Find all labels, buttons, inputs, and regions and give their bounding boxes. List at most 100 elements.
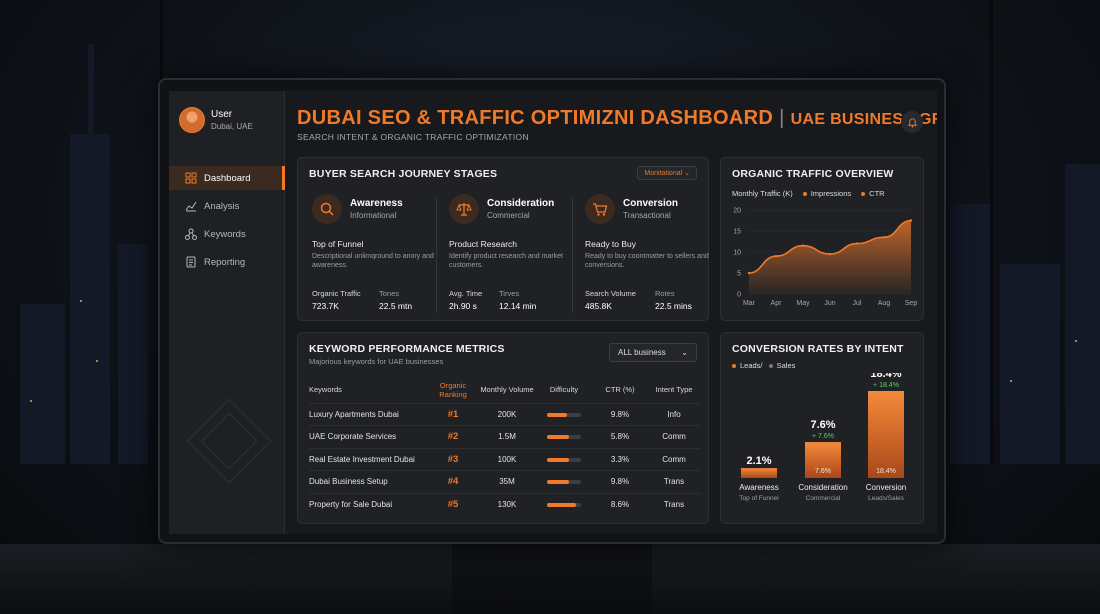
x-tick-label: May xyxy=(796,300,810,307)
stage-name: Conversion xyxy=(623,198,679,209)
keyword-cell: Real Estate Investment Dubai xyxy=(309,447,427,471)
x-tick-label: Aug xyxy=(878,300,891,307)
change-label: + 7.6% xyxy=(812,433,834,440)
ctr-cell: 9.8% xyxy=(593,470,647,493)
column-header[interactable]: Organic Ranking xyxy=(439,380,467,399)
change-label: + 18.4% xyxy=(873,382,899,389)
sidebar-item-analysis[interactable]: Analysis xyxy=(169,194,285,218)
sidebar-item-label: Dashboard xyxy=(204,172,251,184)
stat-value: 723.7K xyxy=(312,301,339,311)
data-point[interactable] xyxy=(774,255,778,258)
bar-conversion[interactable] xyxy=(868,391,904,478)
scale-icon xyxy=(449,194,479,224)
category-sublabel: Leads/Sales xyxy=(868,495,905,502)
value-label: 7.6% xyxy=(810,419,835,431)
difficulty-bar-fill xyxy=(547,480,570,485)
difficulty-bar xyxy=(547,480,581,485)
table-row[interactable]: Luxury Apartments Dubai #1 200K 9.8% Info xyxy=(309,402,701,426)
data-point[interactable] xyxy=(801,244,805,247)
stage-heading: Ready to Buy xyxy=(585,239,637,249)
sidebar-item-dashboard[interactable]: Dashboard xyxy=(169,166,285,190)
column-header[interactable]: Keywords xyxy=(309,385,342,395)
notifications-button[interactable] xyxy=(901,111,923,133)
bar-consideration[interactable] xyxy=(805,442,841,478)
keyword-table-body: Luxury Apartments Dubai #1 200K 9.8% Info UAE… xyxy=(309,402,701,516)
conversion-rates-panel: CONVERSION RATES BY INTENT Leads/ Sales … xyxy=(720,332,924,524)
stat-value: 12.14 min xyxy=(499,301,537,311)
stage-conversion[interactable]: Conversion Transactional Ready to Buy Re… xyxy=(585,194,715,314)
difficulty-cell xyxy=(535,470,593,493)
intent-cell: Trans xyxy=(647,492,701,516)
stat-value: 2h.90 s xyxy=(449,301,477,311)
dropdown-value: ALL business xyxy=(618,348,666,357)
rank-cell: #1 xyxy=(427,402,479,426)
table-row[interactable]: Dubai Business Setup #4 35M 9.8% Trans xyxy=(309,470,701,493)
table-header-row: Keywords Organic Ranking Monthly Volume … xyxy=(309,377,701,403)
stage-type: Informational xyxy=(350,211,397,220)
table-row[interactable]: Property for Sale Dubai #5 130K 8.6% Trans xyxy=(309,492,701,516)
x-tick-label: Sep xyxy=(905,300,918,307)
category-label: Conversion xyxy=(866,483,906,492)
difficulty-bar xyxy=(547,435,581,440)
avatar[interactable] xyxy=(179,107,205,133)
difficulty-bar-fill xyxy=(547,435,570,440)
dropdown-value: Monitational xyxy=(644,170,683,177)
data-point[interactable] xyxy=(747,271,751,275)
column-header[interactable]: Intent Type xyxy=(655,385,693,395)
inner-value-label: 18.4% xyxy=(876,468,896,475)
city-building xyxy=(1000,264,1060,464)
stage-description: Descriptional unlimqround to anory and a… xyxy=(312,253,434,270)
stage-consideration[interactable]: Consideration Commercial Product Researc… xyxy=(449,194,579,314)
ctr-cell: 8.6% xyxy=(593,492,647,516)
traffic-area-chart[interactable]: 0 5 10 15 20 Mar Apr May Jun Jul Aug Sep xyxy=(721,202,925,322)
page-subtitle: SEARCH INTENT & ORGANIC TRAFFIC OPTIMIZA… xyxy=(297,132,529,142)
column-header[interactable]: CTR (%) xyxy=(605,385,635,395)
city-building xyxy=(950,204,990,464)
legend-label: Monthly Traffic (K) xyxy=(732,189,793,198)
data-point[interactable] xyxy=(855,242,859,245)
difficulty-cell xyxy=(535,402,593,426)
table-row[interactable]: UAE Corporate Services #2 1.5M 5.8% Comm xyxy=(309,425,701,448)
stage-awareness[interactable]: Awareness Informational Top of Funnel De… xyxy=(312,194,442,314)
data-point[interactable] xyxy=(828,252,832,256)
journey-filter-dropdown[interactable]: Monitational ⌄ xyxy=(637,166,697,180)
inner-value-label: 7.6% xyxy=(815,468,831,475)
sidebar-item-keywords[interactable]: Keywords xyxy=(169,222,285,246)
y-tick-label: 10 xyxy=(733,250,741,257)
stage-name: Consideration xyxy=(487,198,555,209)
business-filter-dropdown[interactable]: ALL business ⌄ xyxy=(609,343,697,362)
stat-value: 485.8K xyxy=(585,301,612,311)
panel-title: BUYER SEARCH JOURNEY STAGES xyxy=(309,168,498,180)
conversion-bar-chart[interactable]: 2.1% Awareness Top of Funnel + 7.6% 7.6% 7.6%… xyxy=(721,373,925,523)
title-separator: | xyxy=(779,107,785,129)
column-header[interactable]: Monthly Volume xyxy=(480,385,534,395)
volume-cell: 100K xyxy=(479,447,535,471)
divider xyxy=(436,198,437,313)
difficulty-cell xyxy=(535,492,593,516)
y-tick-label: 5 xyxy=(737,271,741,278)
column-header[interactable]: Difficulty xyxy=(549,385,579,395)
bell-icon xyxy=(907,117,917,128)
x-tick-label: Mar xyxy=(743,300,756,307)
category-sublabel: Top of Funnel xyxy=(739,495,779,502)
network-icon xyxy=(185,228,197,240)
y-tick-label: 0 xyxy=(737,292,741,299)
sidebar-item-reporting[interactable]: Reporting xyxy=(169,250,285,274)
keyword-cell: Dubai Business Setup xyxy=(309,470,427,493)
user-profile[interactable]: User Dubai, UAE xyxy=(179,107,253,133)
chart-legend: Leads/ Sales xyxy=(732,361,795,370)
document-icon xyxy=(186,256,196,268)
stage-heading: Product Research xyxy=(449,239,518,249)
table-row[interactable]: Real Estate Investment Dubai #3 100K 3.3% Co… xyxy=(309,447,701,471)
data-point[interactable] xyxy=(909,219,913,222)
sidebar-nav: Dashboard Analysis Keywords Reporting xyxy=(169,166,285,278)
legend-dot xyxy=(732,364,736,369)
legend-dot xyxy=(768,364,773,369)
traffic-area xyxy=(749,220,911,294)
rank-cell: #4 xyxy=(427,470,479,493)
bar-awareness[interactable] xyxy=(741,468,777,478)
city-light xyxy=(30,400,32,402)
intent-cell: Trans xyxy=(647,470,701,493)
data-point[interactable] xyxy=(882,236,886,239)
ctr-cell: 5.8% xyxy=(593,425,647,448)
